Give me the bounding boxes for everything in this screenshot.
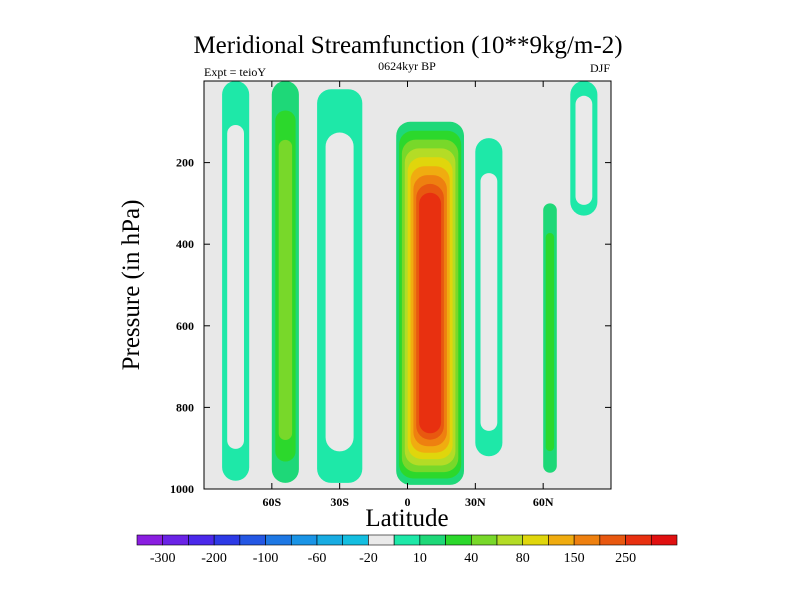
contour-band: [545, 233, 555, 452]
colorbar-label: -200: [201, 551, 227, 566]
colorbar-label: -100: [253, 551, 279, 566]
colorbar-label: -20: [359, 551, 378, 566]
colorbar-swatch: [265, 534, 292, 546]
colorbar-label: 10: [413, 551, 427, 566]
season-label: DJF: [590, 61, 610, 75]
colorbar-label: 250: [615, 551, 636, 566]
colorbar-label: 80: [516, 551, 530, 566]
colorbar-swatch: [162, 534, 189, 546]
colorbar-swatch: [368, 534, 395, 546]
x-tick-label: 30S: [330, 495, 349, 509]
x-axis-label: Latitude: [365, 505, 448, 532]
y-tick-label: 400: [176, 237, 194, 251]
colorbar-label: -60: [308, 551, 327, 566]
contour-band: [227, 125, 244, 449]
colorbar-swatch: [522, 534, 549, 546]
y-tick-label: 1000: [170, 482, 194, 496]
colorbar-label: 40: [464, 551, 478, 566]
contour-fill-layer: [222, 81, 598, 485]
contour-band: [480, 173, 498, 431]
experiment-label: Expt = teioY: [204, 65, 266, 79]
colorbar-swatch: [316, 534, 344, 546]
colorbar-swatch: [419, 534, 446, 546]
y-tick-label: 800: [176, 400, 194, 414]
chart-title: Meridional Streamfunction (10**9kg/m-2): [193, 32, 622, 59]
colorbar-swatch: [188, 534, 215, 546]
colorbar-swatch: [650, 534, 678, 546]
x-tick-label: 30N: [465, 495, 486, 509]
colorbar-swatch: [136, 534, 164, 546]
contour-band: [325, 132, 354, 452]
colorbar-swatch: [496, 534, 524, 546]
y-tick-label: 600: [176, 319, 194, 333]
colorbar-swatch: [548, 534, 575, 546]
colorbar-label: -300: [150, 551, 176, 566]
colorbar-swatch: [393, 534, 421, 546]
colorbar: -300 -200 -100 -60 -20 10 40 80 150 250: [136, 534, 678, 566]
colorbar-swatch: [599, 534, 626, 546]
x-axis-ticks: 60S 30S 0 30N 60N: [262, 81, 554, 509]
colorbar-swatch: [625, 534, 652, 546]
colorbar-swatch: [470, 534, 498, 546]
colorbar-swatch: [213, 534, 241, 546]
colorbar-swatch: [290, 534, 318, 546]
x-tick-label: 0: [405, 495, 411, 509]
colorbar-label: 150: [564, 551, 585, 566]
y-tick-label: 200: [176, 156, 194, 170]
y-axis-label: Pressure (in hPa): [118, 200, 145, 371]
colorbar-swatch: [445, 534, 472, 546]
colorbar-swatch: [239, 534, 266, 546]
contour-band: [419, 192, 442, 434]
colorbar-swatch: [573, 534, 601, 546]
x-tick-label: 60N: [533, 495, 554, 509]
contour-band: [575, 95, 593, 205]
y-axis-ticks: 200 400 600 800 1000: [170, 156, 611, 496]
plot-area: 60S 30S 0 30N 60N 200 400 600 800 1000: [170, 80, 612, 509]
colorbar-swatch: [342, 534, 369, 546]
time-label: 0624kyr BP: [378, 59, 436, 73]
x-tick-label: 60S: [262, 495, 281, 509]
contour-band: [278, 139, 293, 440]
